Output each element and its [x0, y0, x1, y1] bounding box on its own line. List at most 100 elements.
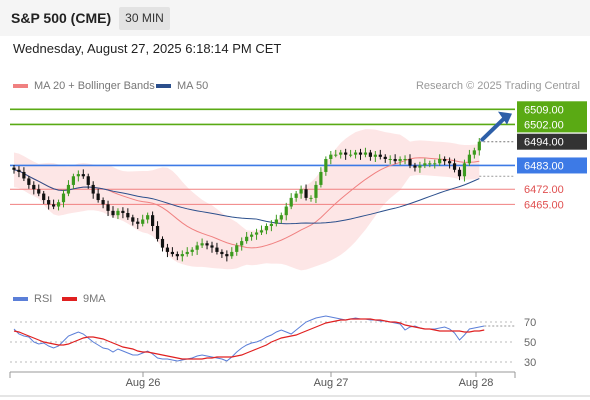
candle-body: [126, 213, 130, 218]
x-tick-label-2: Aug 28: [459, 377, 494, 389]
candle-body: [86, 176, 90, 185]
candle-body: [403, 158, 407, 160]
candle-body: [205, 243, 209, 246]
candle-body: [101, 200, 105, 205]
candle-body: [329, 154, 333, 159]
datetime-label: Wednesday, August 27, 2025 6:18:14 PM CE…: [13, 41, 282, 56]
candle-body: [433, 163, 437, 165]
candle-body: [32, 184, 36, 190]
rsi-line: [13, 315, 485, 362]
candle-body: [393, 158, 397, 162]
level-label-box-6494.00: [517, 133, 587, 150]
candle-body: [398, 158, 402, 162]
level-label-6502.00: 6502.00: [524, 119, 564, 131]
bollinger-band: [14, 129, 480, 271]
candle-body: [116, 210, 120, 216]
candle-body: [304, 189, 308, 198]
candle-body: [47, 200, 51, 205]
candle-body: [121, 210, 125, 214]
level-label-6472.00: 6472.00: [524, 184, 564, 196]
candle-body: [22, 171, 26, 179]
candle-body: [170, 251, 174, 255]
candle-body: [42, 193, 46, 201]
candle-body: [314, 184, 318, 198]
candle-body: [339, 152, 343, 155]
candle-body: [141, 219, 145, 224]
candle-body: [294, 193, 298, 198]
candle-body: [254, 232, 259, 235]
header-bar: [0, 0, 590, 36]
candle-body: [452, 163, 457, 170]
rsi-ma-legend-label: 9MA: [83, 293, 106, 305]
candle-body: [467, 154, 471, 164]
candle-body: [344, 152, 348, 155]
candle-body: [71, 176, 75, 185]
candle-body: [56, 202, 61, 207]
candle-body: [37, 189, 41, 194]
candle-body: [269, 223, 273, 226]
candle-body: [245, 236, 249, 242]
candle-body: [12, 167, 16, 170]
candle-body: [185, 251, 189, 255]
candle-body: [383, 156, 387, 159]
candle-body: [428, 163, 432, 165]
candle-body: [448, 161, 452, 164]
candle-body: [279, 215, 283, 220]
candle-body: [195, 245, 199, 250]
forecast-arrow: [480, 116, 506, 142]
candle-body: [106, 204, 110, 211]
level-label-6483.00: 6483.00: [524, 160, 564, 172]
instrument-title: S&P 500 (CME): [11, 10, 112, 26]
candle-body: [225, 254, 229, 257]
candle-body: [472, 150, 476, 155]
candle-body: [180, 254, 184, 257]
candle-body: [418, 165, 422, 168]
candle-body: [443, 158, 447, 162]
ma50-swatch: [156, 84, 171, 89]
candle-body: [240, 241, 244, 246]
candle-body: [264, 225, 269, 231]
candle-body: [408, 158, 412, 166]
candle-body: [299, 189, 303, 194]
candle-body: [175, 254, 179, 257]
candle-body: [250, 234, 254, 237]
candle-body: [81, 174, 85, 177]
candle-body: [230, 251, 234, 257]
candle-body: [215, 247, 219, 252]
candle-body: [52, 204, 56, 207]
candle-body: [235, 245, 239, 252]
candle-body: [96, 193, 100, 201]
candle-body: [319, 171, 323, 185]
ma50-label: MA 50: [177, 80, 209, 92]
candle-body: [17, 169, 21, 172]
level-label-box-6509.00: [517, 101, 587, 118]
candle-body: [91, 184, 95, 194]
candle-body: [66, 184, 71, 194]
candle-body: [324, 158, 328, 172]
x-tick-label-1: Aug 27: [314, 377, 349, 389]
candle-body: [438, 158, 442, 164]
candle-body: [165, 247, 170, 252]
legend-rsi: RSI: [13, 293, 52, 305]
ma20-swatch: [13, 84, 28, 89]
candle-body: [220, 251, 224, 255]
candle-body: [423, 163, 427, 166]
legend-ma20: MA 20 + Bollinger Bands: [13, 80, 155, 92]
candle-body: [289, 197, 293, 207]
candle-body: [274, 219, 278, 224]
ma50-line: [13, 169, 480, 225]
rsi-tick-70: 70: [524, 317, 536, 329]
candle-body: [477, 141, 481, 151]
level-label-6509.00: 6509.00: [524, 104, 564, 116]
candle-body: [76, 174, 80, 177]
candle-body: [61, 193, 66, 203]
timeframe-button[interactable]: 30 MIN: [119, 7, 170, 30]
candle-body: [284, 206, 288, 216]
ma20-label: MA 20 + Bollinger Bands: [34, 80, 155, 92]
candle-body: [373, 154, 377, 157]
candle-body: [27, 178, 31, 185]
candle-body: [146, 215, 150, 220]
level-label-6465.00: 6465.00: [524, 199, 564, 211]
candle-body: [111, 210, 115, 216]
